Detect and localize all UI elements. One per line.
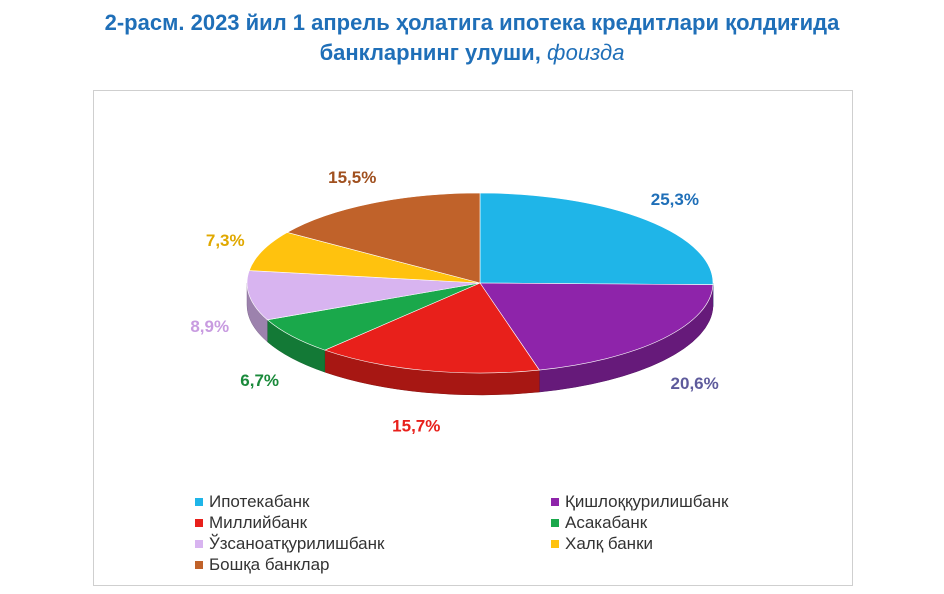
legend-label-5: Халқ банки <box>565 534 653 553</box>
pie-slice-4 <box>246 270 481 321</box>
legend-label-2: Миллийбанк <box>209 513 308 532</box>
chart-title-line2: банкларнинг улуши, фоизда <box>0 38 944 68</box>
chart-title: 2-расм. 2023 йил 1 апрель ҳолатига ипоте… <box>0 8 944 68</box>
data-label-6: 15,5% <box>328 168 376 187</box>
chart-title-line1: 2-расм. 2023 йил 1 апрель ҳолатига ипоте… <box>104 10 840 35</box>
legend-item-0: Ипотекабанк <box>195 492 309 512</box>
legend-label-6: Бошқа банклар <box>209 555 330 574</box>
legend-swatch-4 <box>195 540 203 548</box>
legend-item-5: Халқ банки <box>551 534 653 554</box>
pie-slice-6 <box>286 192 481 284</box>
legend-label-4: Ўзсаноатқурилишбанк <box>209 534 385 553</box>
legend-item-4: Ўзсаноатқурилишбанк <box>195 534 384 554</box>
pie-slice-2 <box>323 282 540 374</box>
legend-item-6: Бошқа банклар <box>195 555 330 575</box>
legend-label-3: Асакабанк <box>565 513 648 532</box>
legend-swatch-1 <box>551 498 559 506</box>
legend-swatch-2 <box>195 519 203 527</box>
legend-swatch-6 <box>195 561 203 569</box>
legend-label-1: Қишлоққурилишбанк <box>565 492 729 511</box>
legend-label-0: Ипотекабанк <box>209 492 310 511</box>
pie-slice-0 <box>479 192 714 285</box>
chart-title-text: банкларнинг улуши, <box>319 40 541 65</box>
legend-item-1: Қишлоққурилишбанк <box>551 492 728 512</box>
chart-unit: фоизда <box>546 40 625 65</box>
data-label-4: 8,9% <box>190 317 229 336</box>
legend-swatch-5 <box>551 540 559 548</box>
legend-item-2: Миллийбанк <box>195 513 307 533</box>
pie-slice-1 <box>479 282 714 371</box>
legend-item-3: Асакабанк <box>551 513 647 533</box>
data-label-5: 7,3% <box>206 231 245 250</box>
legend-swatch-0 <box>195 498 203 506</box>
data-label-2: 15,7% <box>392 417 440 436</box>
data-label-1: 20,6% <box>671 374 719 393</box>
data-label-3: 6,7% <box>240 371 279 390</box>
data-label-0: 25,3% <box>651 190 699 209</box>
legend-swatch-3 <box>551 519 559 527</box>
chart-area <box>93 90 853 586</box>
pie-slice-5 <box>248 232 481 284</box>
